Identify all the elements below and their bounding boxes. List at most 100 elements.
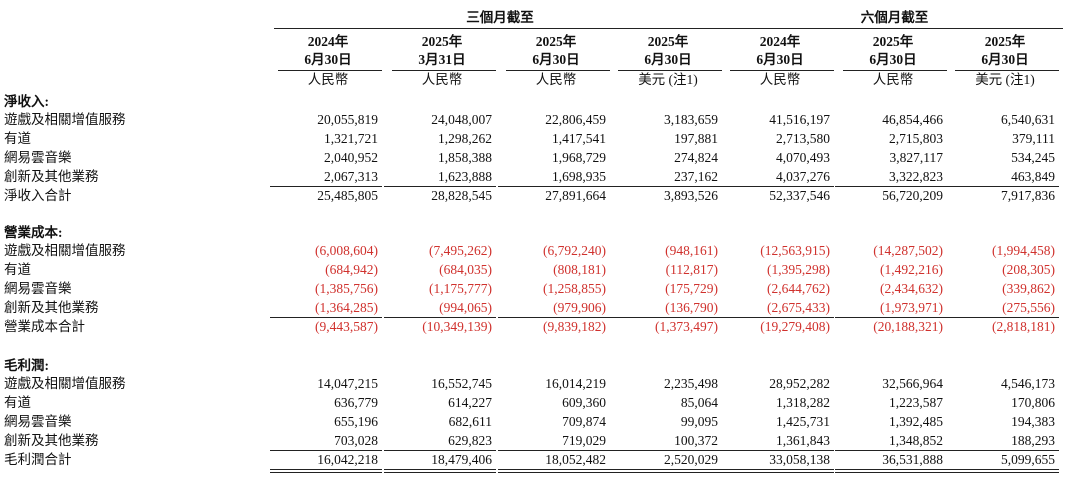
row-value: 188,293 [1011,433,1055,448]
group-header: 三個月截至 [466,10,534,25]
row-value: (6,008,604) [315,243,378,258]
column-date: 6月30日 [304,52,352,67]
row-value: 46,854,466 [882,112,943,127]
total-rule [835,450,947,451]
row-value: (1,364,285) [315,300,378,315]
row-value: (175,729) [665,281,718,296]
row-value: 609,360 [562,395,606,410]
total-value: (19,279,408) [760,319,830,334]
row-label: 遊戲及相關增值服務 [4,376,126,391]
row-value: 682,611 [448,414,492,429]
row-value: 4,546,173 [1001,376,1055,391]
row-value: 2,235,498 [664,376,718,391]
column-date: 6月30日 [981,52,1029,67]
total-value: (1,373,497) [655,319,718,334]
row-value: 1,858,388 [438,150,492,165]
row-value: 1,318,282 [776,395,830,410]
row-value: 636,779 [334,395,378,410]
row-label: 網易雲音樂 [4,281,72,296]
row-value: 4,037,276 [776,169,830,184]
total-value: 18,479,406 [431,452,492,467]
total-rule [384,317,496,318]
row-value: 1,348,852 [889,433,943,448]
row-value: 100,372 [674,433,718,448]
column-currency: 人民幣 [535,72,577,87]
row-value: (684,035) [439,262,492,277]
column-rule [506,70,610,71]
group-rule [726,28,1063,29]
double-rule [835,469,947,470]
double-rule [270,472,382,473]
row-value: 20,055,819 [317,112,378,127]
column-year: 2025年 [647,34,689,49]
row-value: (112,817) [665,262,718,277]
total-rule [722,317,834,318]
column-year: 2025年 [984,34,1026,49]
row-value: 709,874 [562,414,606,429]
row-value: 1,425,731 [776,414,830,429]
row-value: 274,824 [674,150,718,165]
double-rule [610,472,722,473]
total-value: (20,188,321) [873,319,943,334]
row-value: (6,792,240) [543,243,606,258]
total-rule [947,450,1059,451]
double-rule [384,472,496,473]
column-date: 6月30日 [869,52,917,67]
column-currency: 美元 (注1) [638,72,698,87]
column-year: 2025年 [872,34,914,49]
row-value: 1,623,888 [438,169,492,184]
row-value: (2,644,762) [767,281,830,296]
row-value: (1,994,458) [992,243,1055,258]
row-value: 16,014,219 [545,376,606,391]
row-label: 網易雲音樂 [4,150,72,165]
total-label: 毛利潤合計 [4,452,72,467]
row-value: (808,181) [553,262,606,277]
row-value: 1,298,262 [438,131,492,146]
row-value: 703,028 [334,433,378,448]
column-rule [730,70,834,71]
total-value: (2,818,181) [992,319,1055,334]
total-rule [498,317,610,318]
row-value: 2,715,803 [889,131,943,146]
row-value: 32,566,964 [882,376,943,391]
row-label: 網易雲音樂 [4,414,72,429]
row-label: 有道 [4,131,31,146]
row-value: (1,395,298) [767,262,830,277]
column-year: 2024年 [307,34,349,49]
row-value: 3,183,659 [664,112,718,127]
row-value: (948,161) [665,243,718,258]
total-rule [947,186,1059,187]
column-date: 3月31日 [418,52,466,67]
row-value: (1,175,777) [429,281,492,296]
row-value: 1,417,541 [552,131,606,146]
row-value: 3,322,823 [889,169,943,184]
row-value: 534,245 [1011,150,1055,165]
column-year: 2025年 [535,34,577,49]
total-value: 16,042,218 [317,452,378,467]
double-rule [722,469,834,470]
double-rule [270,469,382,470]
row-value: (684,942) [325,262,378,277]
row-value: 1,361,843 [776,433,830,448]
total-rule [270,317,382,318]
row-label: 有道 [4,395,31,410]
row-value: 24,048,007 [431,112,492,127]
row-value: 170,806 [1011,395,1055,410]
total-rule [722,186,834,187]
column-date: 6月30日 [756,52,804,67]
row-value: (994,065) [439,300,492,315]
row-value: 719,029 [562,433,606,448]
row-value: (979,906) [553,300,606,315]
total-value: (10,349,139) [422,319,492,334]
row-value: 85,064 [680,395,718,410]
row-value: 1,698,935 [552,169,606,184]
row-value: 614,227 [448,395,492,410]
row-value: (12,563,915) [760,243,830,258]
row-value: 379,111 [1012,131,1055,146]
row-value: 655,196 [334,414,378,429]
column-currency: 人民幣 [872,72,914,87]
column-date: 6月30日 [644,52,692,67]
row-label: 創新及其他業務 [4,300,99,315]
section-title: 毛利潤: [4,358,49,373]
